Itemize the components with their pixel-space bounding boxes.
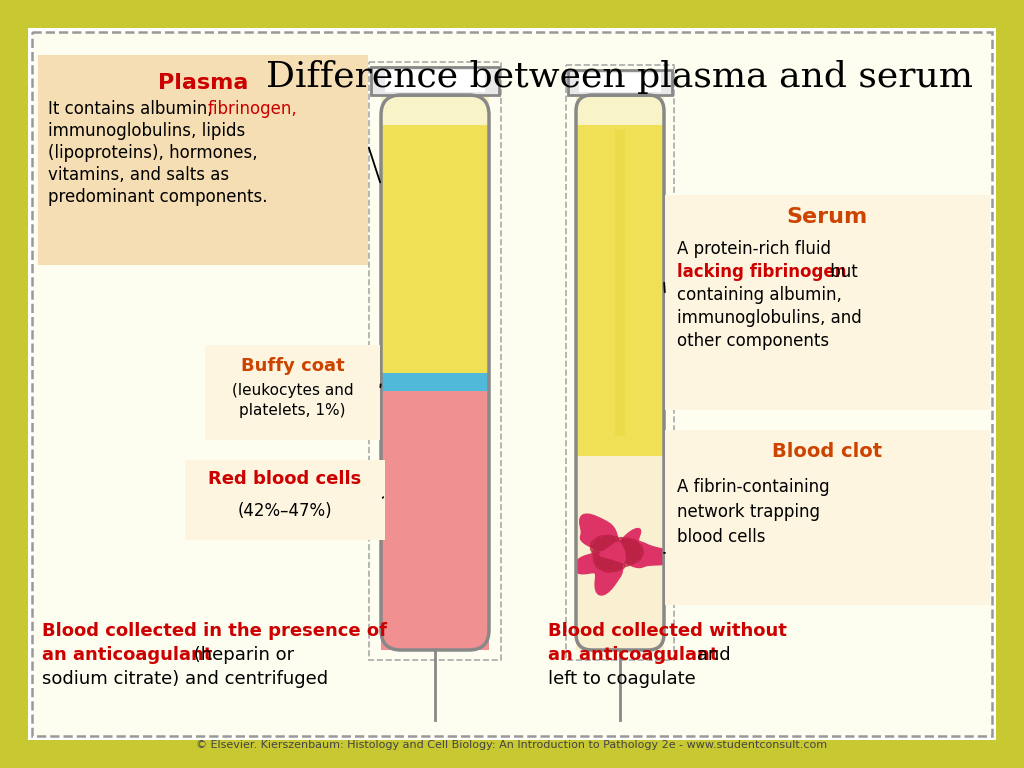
Text: Blood collected in the presence of: Blood collected in the presence of bbox=[42, 622, 387, 640]
Text: left to coagulate: left to coagulate bbox=[548, 670, 695, 688]
Polygon shape bbox=[591, 539, 607, 551]
FancyBboxPatch shape bbox=[665, 430, 990, 605]
Polygon shape bbox=[627, 552, 641, 562]
Polygon shape bbox=[608, 562, 622, 571]
FancyBboxPatch shape bbox=[185, 460, 385, 540]
Text: Plasma: Plasma bbox=[158, 73, 248, 93]
Polygon shape bbox=[624, 539, 639, 551]
Text: A protein-rich fluid: A protein-rich fluid bbox=[677, 240, 831, 258]
Text: A fibrin-containing
network trapping
blood cells: A fibrin-containing network trapping blo… bbox=[677, 478, 829, 546]
Text: and: and bbox=[691, 646, 731, 664]
Bar bbox=[579, 73, 662, 92]
Text: sodium citrate) and centrifuged: sodium citrate) and centrifuged bbox=[42, 670, 328, 688]
FancyBboxPatch shape bbox=[32, 32, 992, 736]
Text: lacking fibrinogen: lacking fibrinogen bbox=[677, 263, 847, 281]
Bar bbox=[568, 70, 672, 95]
Text: (heparin or: (heparin or bbox=[188, 646, 294, 664]
Polygon shape bbox=[603, 535, 615, 545]
Text: (lipoproteins), hormones,: (lipoproteins), hormones, bbox=[48, 144, 258, 162]
Text: (42%–47%): (42%–47%) bbox=[238, 502, 333, 520]
Text: immunoglobulins, lipids: immunoglobulins, lipids bbox=[48, 122, 246, 140]
Text: immunoglobulins, and: immunoglobulins, and bbox=[677, 309, 862, 327]
Text: vitamins, and salts as: vitamins, and salts as bbox=[48, 166, 229, 184]
Text: an anticoagulant: an anticoagulant bbox=[42, 646, 212, 664]
Text: © Elsevier. Kierszenbaum: Histology and Cell Biology: An Introduction to Patholo: © Elsevier. Kierszenbaum: Histology and … bbox=[197, 740, 827, 750]
Polygon shape bbox=[611, 536, 618, 541]
Polygon shape bbox=[592, 551, 599, 555]
Polygon shape bbox=[600, 560, 617, 572]
FancyBboxPatch shape bbox=[28, 28, 996, 740]
Polygon shape bbox=[624, 562, 630, 566]
Polygon shape bbox=[626, 547, 643, 559]
Polygon shape bbox=[627, 558, 636, 564]
Text: Buffy coat: Buffy coat bbox=[241, 357, 344, 375]
Text: Blood collected without: Blood collected without bbox=[548, 622, 786, 640]
Polygon shape bbox=[596, 558, 611, 570]
Polygon shape bbox=[594, 557, 604, 565]
Text: fibrinogen,: fibrinogen, bbox=[208, 100, 298, 118]
Polygon shape bbox=[593, 554, 599, 559]
FancyBboxPatch shape bbox=[205, 345, 380, 440]
Polygon shape bbox=[617, 563, 625, 569]
Bar bbox=[575, 95, 664, 455]
FancyBboxPatch shape bbox=[665, 195, 990, 410]
Bar bbox=[371, 67, 499, 95]
Text: an anticoagulant: an anticoagulant bbox=[548, 646, 719, 664]
Text: predominant components.: predominant components. bbox=[48, 188, 267, 206]
Text: Serum: Serum bbox=[786, 207, 868, 227]
Text: but: but bbox=[825, 263, 858, 281]
Text: Difference between plasma and serum: Difference between plasma and serum bbox=[266, 60, 974, 94]
Bar bbox=[575, 95, 664, 125]
Text: other components: other components bbox=[677, 332, 829, 350]
Text: Blood clot: Blood clot bbox=[772, 442, 883, 461]
Bar bbox=[381, 95, 489, 372]
Bar bbox=[615, 130, 625, 435]
Polygon shape bbox=[622, 538, 632, 545]
Bar bbox=[381, 95, 489, 125]
Text: It contains albumin,: It contains albumin, bbox=[48, 100, 218, 118]
Bar bbox=[381, 372, 489, 390]
Text: containing albumin,: containing albumin, bbox=[677, 286, 842, 304]
Polygon shape bbox=[591, 545, 602, 553]
Polygon shape bbox=[625, 542, 642, 554]
Bar bbox=[575, 455, 664, 650]
Polygon shape bbox=[595, 535, 612, 548]
Polygon shape bbox=[618, 538, 625, 542]
Bar bbox=[381, 390, 489, 650]
FancyBboxPatch shape bbox=[38, 55, 368, 265]
Bar bbox=[385, 70, 485, 92]
Text: Red blood cells: Red blood cells bbox=[208, 470, 361, 488]
Text: (leukocytes and
platelets, 1%): (leukocytes and platelets, 1%) bbox=[231, 383, 353, 418]
Polygon shape bbox=[575, 514, 679, 595]
